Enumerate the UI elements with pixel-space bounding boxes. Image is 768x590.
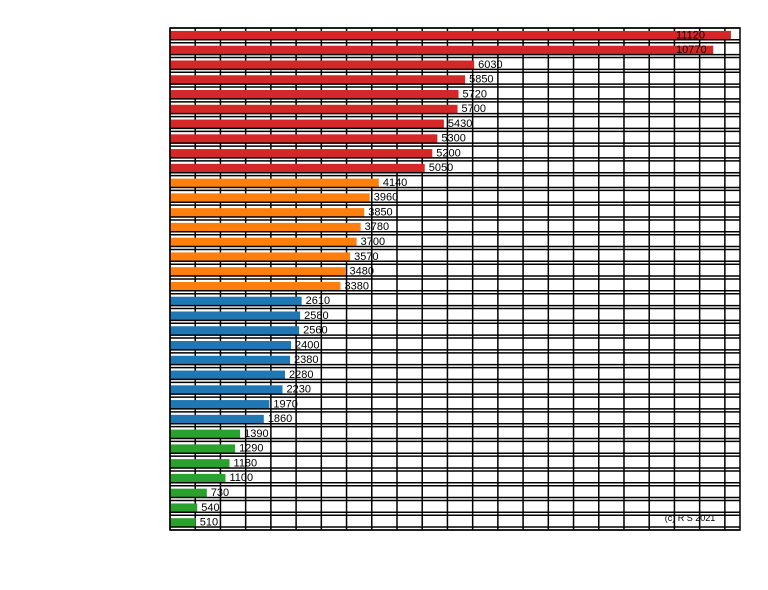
bar-value-label: 2560: [303, 325, 327, 337]
bar-value-label: 540: [201, 502, 219, 514]
bar-value-label: 5430: [448, 118, 472, 130]
bar: [170, 90, 459, 99]
bar: [170, 134, 437, 143]
bar: [170, 149, 432, 158]
bar: [170, 60, 474, 69]
bar-value-label: 5200: [436, 147, 460, 159]
bar-value-label: 5700: [462, 103, 486, 115]
bar-value-label: 5300: [441, 133, 465, 145]
bar-value-label: 2580: [304, 310, 328, 322]
bar-value-label: 1100: [229, 472, 253, 484]
bar: [170, 489, 207, 498]
bar-value-label: 3700: [361, 236, 385, 248]
bar-value-label: 1860: [268, 413, 292, 425]
bar: [170, 31, 731, 40]
bar-value-label: 2280: [289, 369, 313, 381]
credit-text: (c) R S 2021: [665, 513, 716, 523]
bar-value-label: 6030: [478, 59, 502, 71]
bar-chart: 11120 10770 6030 5850 5720 5700 5430 5300 5200 50…: [0, 0, 768, 585]
bar: [170, 46, 713, 55]
bar: [170, 179, 379, 188]
bar-value-label: 2610: [306, 295, 330, 307]
bar: [170, 297, 302, 306]
bar-value-label: 3480: [350, 266, 374, 278]
bar-value-label: 3850: [368, 206, 392, 218]
bar: [170, 238, 357, 247]
bar-value-label: 2230: [286, 384, 310, 396]
bar: [170, 193, 370, 202]
bar-value-label: 10770: [676, 44, 707, 56]
bar: [170, 326, 299, 335]
bar: [170, 341, 291, 350]
bar: [170, 430, 240, 439]
bar: [170, 105, 458, 114]
bar: [170, 267, 346, 276]
bar-value-label: 1390: [244, 428, 268, 440]
bar: [170, 400, 269, 409]
bar: [170, 385, 282, 394]
bar: [170, 164, 425, 173]
chart-frame: 11120 10770 6030 5850 5720 5700 5430 5300 5200 50…: [0, 0, 768, 585]
bar-value-label: 11120: [676, 29, 705, 41]
bar-value-label: 3570: [354, 251, 378, 263]
bar: [170, 518, 196, 527]
bar-value-label: 730: [211, 487, 229, 499]
bar-value-label: 510: [200, 517, 218, 529]
bar-value-label: 3380: [344, 280, 368, 292]
bar: [170, 282, 340, 291]
bar: [170, 371, 285, 380]
bar: [170, 223, 361, 232]
bar-value-label: 5720: [463, 88, 487, 100]
bar-value-label: 3960: [374, 192, 398, 204]
bar-value-label: 5050: [429, 162, 453, 174]
bar: [170, 356, 290, 365]
bar-value-label: 2400: [295, 339, 319, 351]
bar-value-label: 1290: [239, 443, 263, 455]
bar: [170, 444, 235, 453]
bar-value-label: 1970: [273, 398, 297, 410]
bar-value-label: 1180: [234, 457, 258, 469]
bar: [170, 75, 465, 84]
bar-value-label: 3780: [365, 221, 389, 233]
bar: [170, 459, 230, 468]
bar: [170, 474, 225, 483]
bar: [170, 415, 264, 424]
bar-value-label: 2380: [294, 354, 318, 366]
bar-value-label: 4140: [383, 177, 407, 189]
bar: [170, 252, 350, 261]
bar: [170, 208, 364, 217]
bar: [170, 311, 300, 320]
bar-value-label: 5850: [469, 74, 493, 86]
bar: [170, 120, 444, 129]
bar: [170, 503, 197, 512]
